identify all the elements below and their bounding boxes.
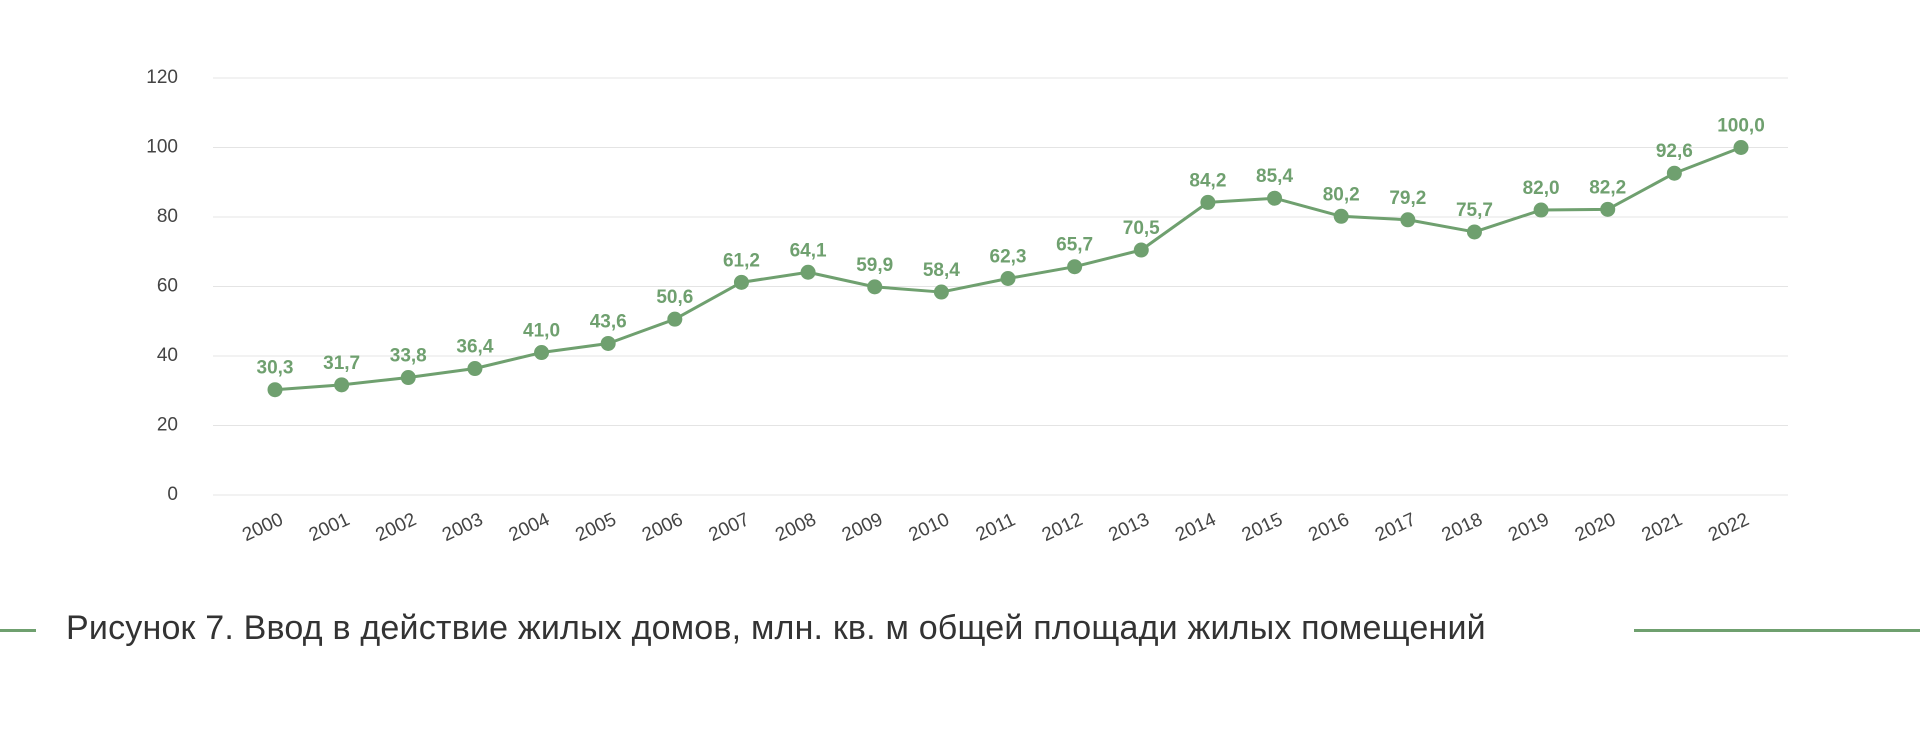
data-point: [600, 335, 616, 351]
x-axis-ticks: 2000 2001 2002 2003 2004 2005 2006 2007 2008 2009…: [239, 509, 1752, 546]
data-label: 79,2: [1389, 188, 1426, 209]
x-tick-label: 2021: [1639, 509, 1686, 546]
data-label: 58,4: [923, 260, 960, 281]
grid-layer: [213, 77, 1788, 496]
x-tick-label: 2011: [973, 509, 1019, 545]
x-tick-label: 2015: [1239, 509, 1286, 546]
y-tick-label: 20: [157, 415, 178, 436]
data-point: [1466, 224, 1482, 240]
x-tick-label: 2009: [839, 509, 886, 546]
data-label: 85,4: [1256, 166, 1293, 187]
data-label: 43,6: [590, 311, 627, 332]
x-tick-label: 2006: [639, 509, 686, 546]
figure-caption-row: Рисунок 7. Ввод в действие жилых домов, …: [0, 605, 1920, 655]
x-tick-label: 2003: [439, 509, 486, 546]
x-tick-label: 2012: [1039, 509, 1086, 546]
x-tick-label: 2022: [1705, 509, 1752, 546]
x-tick-label: 2019: [1505, 509, 1552, 546]
data-point: [1400, 212, 1416, 228]
data-point: [1333, 208, 1349, 224]
data-point: [267, 382, 283, 398]
data-point: [867, 279, 883, 295]
x-tick-label: 2008: [772, 509, 819, 546]
data-point: [800, 264, 816, 280]
y-tick-label: 0: [167, 484, 178, 505]
data-point: [1067, 259, 1083, 275]
x-tick-label: 2017: [1372, 509, 1419, 546]
data-point: [467, 361, 483, 377]
x-tick-label: 2007: [706, 509, 753, 546]
data-label: 65,7: [1056, 235, 1093, 256]
data-point: [1200, 194, 1216, 210]
data-point: [1133, 242, 1149, 258]
data-label: 92,6: [1656, 141, 1693, 162]
caption-rule-left: [0, 629, 36, 632]
data-point: [933, 284, 949, 300]
data-label: 50,6: [656, 287, 693, 308]
data-label: 80,2: [1323, 184, 1360, 205]
data-label: 82,2: [1589, 177, 1626, 198]
data-label: 41,0: [523, 321, 560, 342]
y-tick-label: 40: [157, 345, 178, 366]
data-point: [1600, 201, 1616, 217]
caption-rule-right: [1634, 629, 1920, 632]
data-label: 84,2: [1189, 170, 1226, 191]
data-point: [667, 311, 683, 327]
x-tick-label: 2016: [1305, 509, 1352, 546]
x-tick-label: 2014: [1172, 509, 1220, 546]
figure-caption: Рисунок 7. Ввод в действие жилых домов, …: [66, 609, 1486, 647]
x-tick-label: 2010: [906, 509, 953, 546]
data-point: [534, 345, 550, 361]
data-point: [334, 377, 350, 393]
x-tick-label: 2002: [372, 509, 419, 546]
data-point: [1267, 190, 1283, 206]
line-chart: 0 20 40 60 80 100 120 2000 2001 2002 2003 2004 2005…: [146, 67, 1788, 546]
data-label: 70,5: [1123, 218, 1160, 239]
x-tick-label: 2018: [1439, 509, 1486, 546]
data-label: 61,2: [723, 250, 760, 271]
data-point: [1666, 165, 1682, 181]
y-tick-label: 100: [146, 137, 178, 158]
data-labels: 30,3 31,7 33,8 36,4 41,0 43,6 50,6 61,2 64,1 59,9…: [257, 116, 1765, 379]
data-label: 31,7: [323, 353, 360, 374]
data-label: 33,8: [390, 346, 427, 367]
x-tick-label: 2013: [1105, 509, 1152, 546]
series-line: [274, 146, 1742, 392]
x-tick-label: 2020: [1572, 509, 1619, 546]
data-point: [733, 274, 749, 290]
x-tick-label: 2004: [506, 509, 554, 546]
x-tick-label: 2000: [239, 509, 286, 546]
data-label: 36,4: [456, 337, 493, 358]
y-tick-label: 60: [157, 276, 178, 297]
data-label: 59,9: [856, 255, 893, 276]
data-label: 75,7: [1456, 200, 1493, 221]
series-layer: [267, 140, 1749, 398]
x-tick-label: 2005: [572, 509, 619, 546]
y-axis-ticks: 0 20 40 60 80 100 120: [146, 67, 178, 505]
y-tick-label: 80: [157, 206, 178, 227]
x-tick-label: 2001: [306, 509, 353, 546]
data-point: [1533, 202, 1549, 218]
data-label: 62,3: [990, 247, 1027, 268]
data-point: [1000, 271, 1016, 287]
y-tick-label: 120: [146, 67, 178, 88]
data-point: [1733, 140, 1749, 155]
data-point: [400, 370, 416, 386]
data-label: 100,0: [1717, 116, 1765, 137]
data-label: 64,1: [790, 240, 827, 261]
data-label: 30,3: [257, 358, 294, 379]
data-label: 82,0: [1523, 178, 1560, 199]
